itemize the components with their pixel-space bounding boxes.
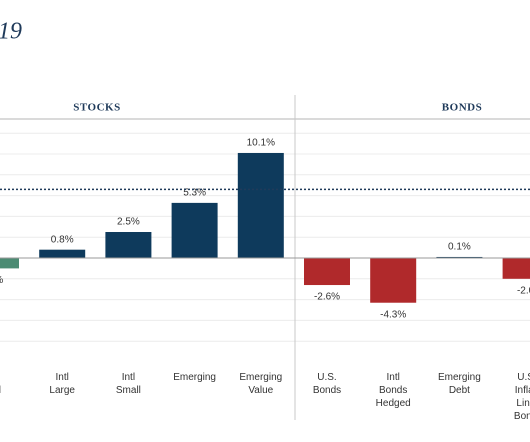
bar	[105, 232, 152, 258]
bar	[39, 249, 86, 258]
x-tick-label: Intl Bonds Hedged	[376, 372, 411, 409]
x-tick-label: S.all	[0, 372, 1, 396]
chart-title: 19	[0, 19, 22, 45]
x-tick-label: Intl Large	[49, 372, 75, 396]
value-label: -2.0	[517, 285, 530, 296]
value-label: 10.1%	[247, 138, 275, 149]
value-label: -4.3%	[380, 309, 406, 320]
value-label: 5.3%	[183, 188, 206, 199]
x-tick-label: Emerging Value	[239, 372, 282, 396]
x-tick-label: Intl Small	[116, 372, 141, 396]
group-header: STOCKS	[73, 102, 120, 114]
x-tick-label: Emerging	[173, 372, 216, 383]
bar	[304, 258, 350, 286]
value-label: 0.8%	[51, 234, 74, 245]
bar	[370, 258, 417, 303]
x-tick-label: U.S. Bonds	[313, 372, 341, 396]
bar	[171, 202, 218, 258]
group-header: BONDS	[442, 102, 482, 114]
bar	[436, 256, 483, 258]
value-label: 0.1%	[448, 242, 471, 253]
value-label: -2.6%	[314, 292, 340, 303]
bar	[502, 258, 530, 279]
bar	[237, 152, 284, 258]
bar	[0, 258, 19, 269]
value-label: 0%	[0, 275, 3, 286]
x-tick-label: U.SInflatLinkBond	[514, 372, 530, 422]
value-label: 2.5%	[117, 217, 140, 228]
x-tick-label: Emerging Debt	[438, 372, 481, 396]
